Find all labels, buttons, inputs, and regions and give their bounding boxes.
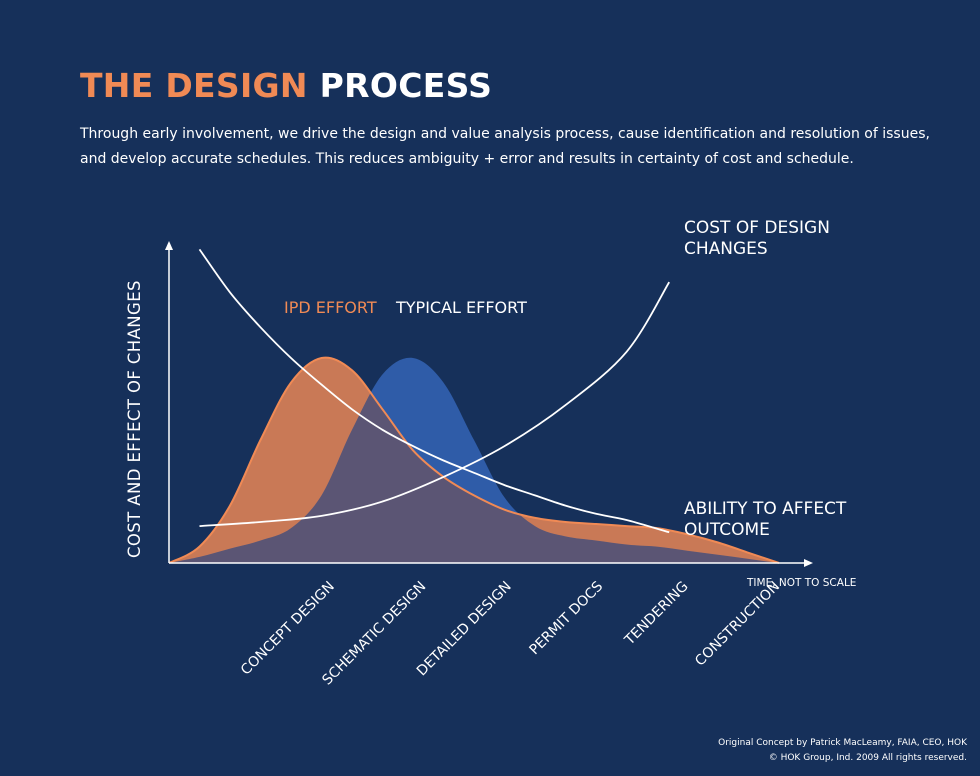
cost-of-design-changes-line	[199, 281, 670, 527]
legend-typical: TYPICAL EFFORT	[395, 298, 527, 317]
phase-label: CONCEPT DESIGN	[238, 579, 338, 679]
title-accent: THE DESIGN	[80, 66, 308, 105]
y-axis-label: COST AND EFFECT OF CHANGES	[125, 280, 144, 558]
x-axis-arrow	[804, 559, 813, 567]
credit-line-1: Original Concept by Patrick MacLeamy, FA…	[718, 738, 967, 748]
y-axis-arrow	[165, 241, 173, 250]
ability-line-label: ABILITY TO AFFECT OUTCOME	[684, 499, 847, 540]
phase-label: CONSTRUCTION	[692, 579, 783, 670]
x-axis-label: TIME, NOT TO SCALE	[746, 577, 856, 589]
title-rest: PROCESS	[319, 66, 493, 105]
phase-label: TENDERING	[621, 579, 691, 649]
legend-ipd: IPD EFFORT	[284, 298, 377, 317]
cost-line-label: COST OF DESIGN CHANGES	[684, 218, 830, 259]
page-title: THE DESIGN PROCESS	[80, 66, 492, 105]
phase-label: SCHEMATIC DESIGN	[319, 579, 429, 689]
credit-line-2: © HOK Group, Ind. 2009 All rights reserv…	[768, 753, 967, 763]
phase-label: DETAILED DESIGN	[414, 579, 515, 680]
phase-label: PERMIT DOCS	[527, 578, 607, 658]
ability-to-affect-outcome-line	[198, 248, 670, 534]
page-subtitle: Through early involvement, we drive the …	[80, 126, 930, 167]
credit-note: Original Concept by Patrick MacLeamy, FA…	[718, 736, 967, 766]
ipd-effort-outline	[168, 356, 780, 564]
